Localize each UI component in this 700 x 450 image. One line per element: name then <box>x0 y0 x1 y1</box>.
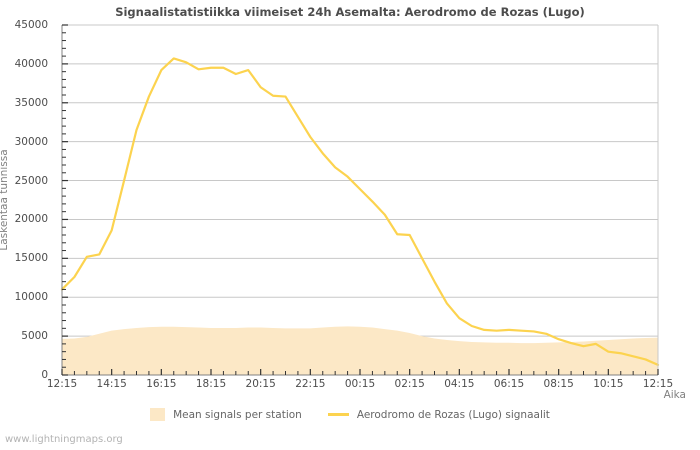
x-tick-label: 12:15 <box>642 378 674 390</box>
chart-legend: Mean signals per station Aerodromo de Ro… <box>0 408 700 421</box>
line-swatch-icon <box>327 413 349 416</box>
series-area-mean-signals <box>62 326 658 375</box>
y-tick-label: 35000 <box>14 96 48 109</box>
x-tick-label: 08:15 <box>543 378 574 390</box>
y-tick-label: 45000 <box>14 19 48 31</box>
x-tick-label: 06:15 <box>493 378 525 390</box>
legend-label-mean-signals: Mean signals per station <box>173 408 302 421</box>
area-swatch-icon <box>150 408 166 421</box>
x-tick-label: 12:15 <box>46 378 78 390</box>
legend-item-mean-signals: Mean signals per station <box>150 408 302 421</box>
x-tick-label: 18:15 <box>195 378 227 390</box>
y-tick-label: 40000 <box>14 57 48 70</box>
chart-title: Signaalistatistiikka viimeiset 24h Asema… <box>115 5 585 19</box>
y-tick-label: 15000 <box>14 252 48 265</box>
footer-attribution: www.lightningmaps.org <box>5 434 123 445</box>
y-tick-label: 20000 <box>14 213 48 226</box>
series-line-station-signals <box>60 57 660 366</box>
y-tick-label: 10000 <box>14 291 48 304</box>
plot-background <box>62 25 658 375</box>
x-tick-label: 02:15 <box>394 378 425 390</box>
y-tick-label: 5000 <box>21 330 48 343</box>
x-tick-label: 14:15 <box>96 378 127 390</box>
y-tick-label: 0 <box>41 369 48 381</box>
x-tick-label: 20:15 <box>245 378 276 390</box>
x-tick-label: 22:15 <box>295 378 326 390</box>
x-tick-label: 10:15 <box>593 378 624 390</box>
y-tick-label: 25000 <box>14 174 48 187</box>
x-tick-label: 04:15 <box>444 378 475 390</box>
legend-item-station-signals: Aerodromo de Rozas (Lugo) signaalit <box>327 408 550 421</box>
y-axis-tick-labels: 0 5000 10000 15000 20000 25000 30000 35000 40000… <box>0 0 58 450</box>
x-tick-label: 16:15 <box>146 378 177 390</box>
y-tick-label: 30000 <box>14 135 48 148</box>
x-axis-label: Aika <box>663 389 686 401</box>
x-tick-label: 00:15 <box>344 378 376 390</box>
legend-label-station-signals: Aerodromo de Rozas (Lugo) signaalit <box>356 408 550 421</box>
